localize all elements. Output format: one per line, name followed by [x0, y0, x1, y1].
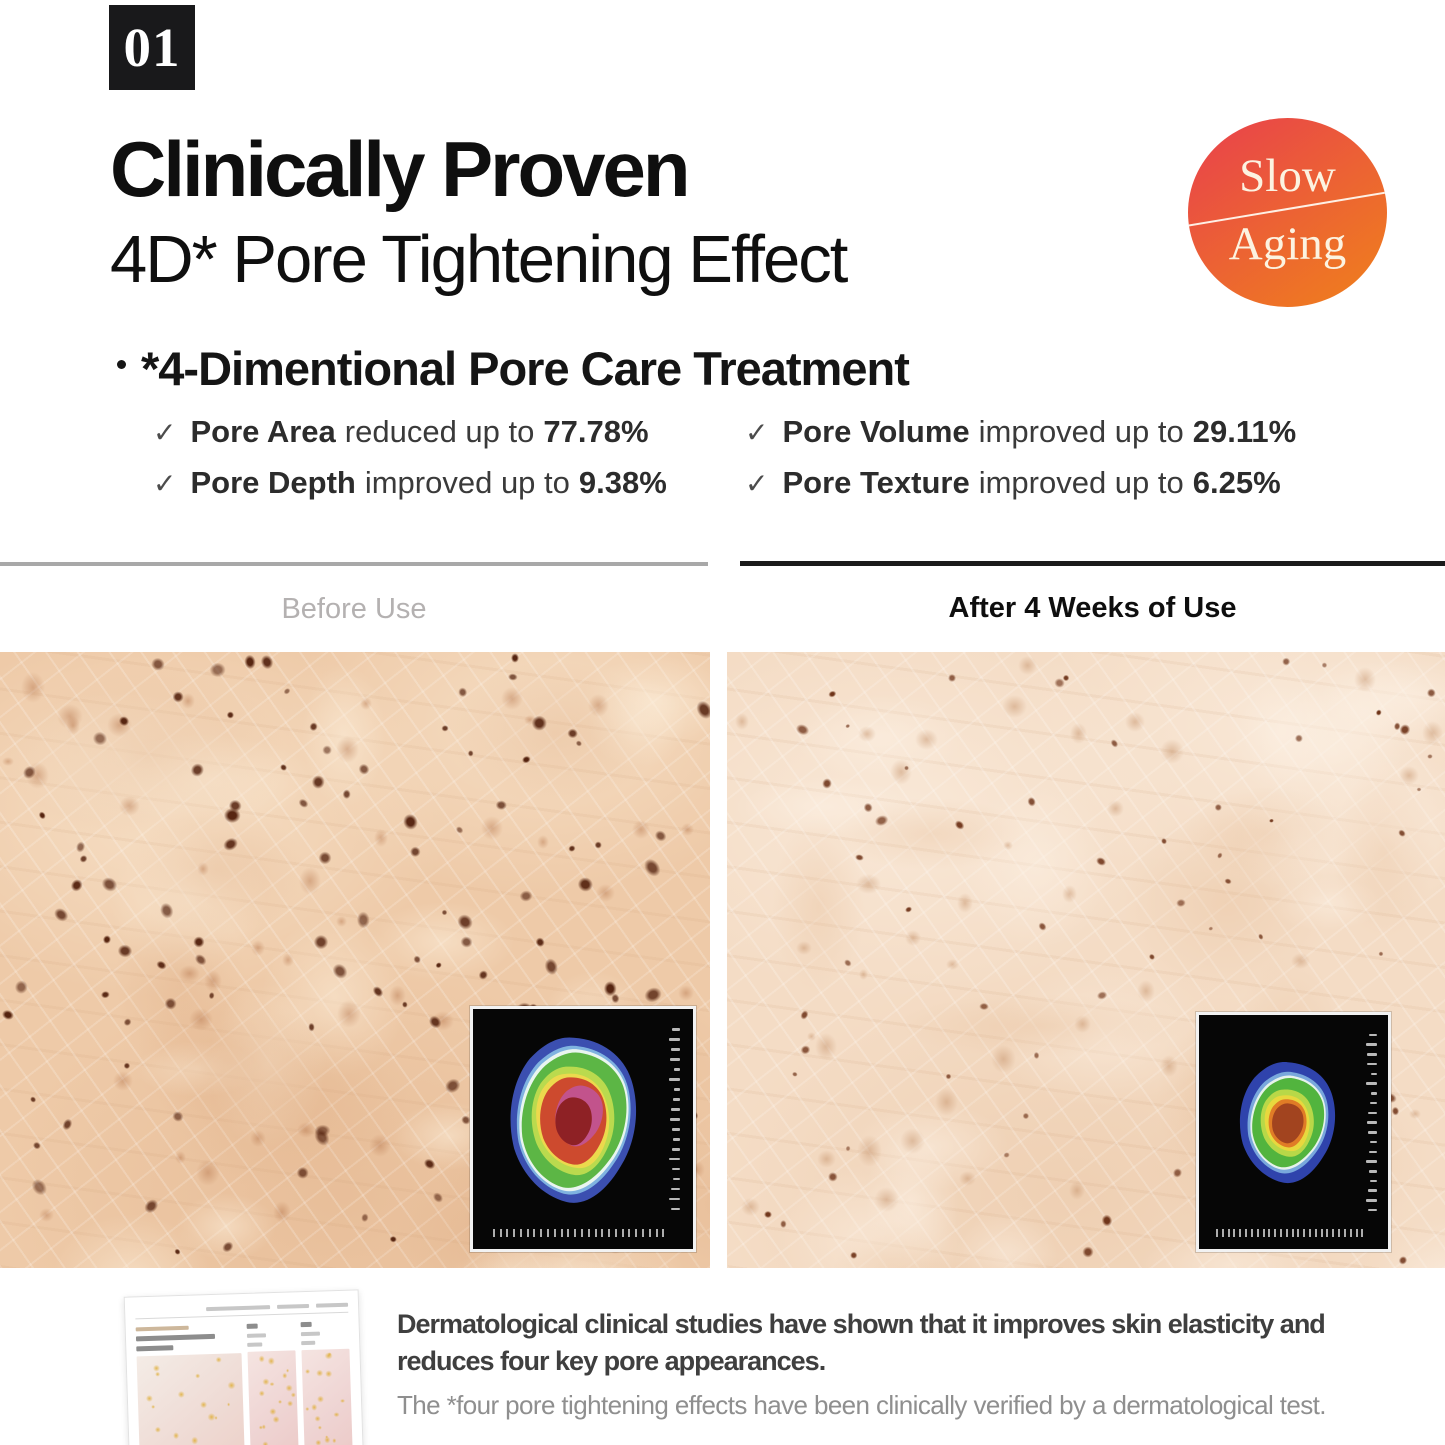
before-label: Before Use [281, 593, 427, 625]
stat-pore-depth: ✓ Pore Depth improved up to 9.38% [153, 465, 745, 501]
stat-value: 6.25% [1192, 465, 1281, 500]
specimen-photo [247, 1350, 300, 1445]
report-text-line [247, 1342, 262, 1347]
heatmap-inset-before [470, 1006, 696, 1252]
footnote-bold-line2: reduces four key pore appearances. [397, 1346, 826, 1376]
report-header-text [316, 1302, 349, 1308]
check-icon: ✓ [153, 468, 177, 499]
section-heading: *4-Dimentional Pore Care Treatment [141, 342, 910, 395]
report-text-line [300, 1321, 312, 1328]
footnote-bold: Dermatological clinical studies have sho… [397, 1306, 1442, 1380]
specimen-photo [301, 1348, 354, 1445]
stat-value: 29.11% [1192, 414, 1297, 449]
stat-pore-volume: ✓ Pore Volume improved up to 29.11% [745, 414, 1296, 450]
slow-aging-badge: Slow Aging [1188, 118, 1387, 307]
stat-middle: improved up to [978, 465, 1184, 500]
pore-depth-heatmap-after [1239, 1062, 1336, 1184]
report-column [300, 1321, 354, 1445]
report-text-line [301, 1340, 316, 1346]
stat-label: Pore Texture [782, 465, 970, 500]
stat-pore-area: ✓ Pore Area reduced up to 77.78% [153, 414, 745, 450]
report-header-text [277, 1303, 310, 1309]
footnote-bold-line1: Dermatological clinical studies have sho… [397, 1309, 1326, 1339]
after-label: After 4 Weeks of Use [948, 592, 1237, 624]
report-text-line [301, 1331, 321, 1337]
after-photo-pores [727, 652, 1445, 1268]
report-column [135, 1324, 246, 1445]
slow-aging-line1: Slow [1239, 150, 1336, 202]
report-text-line [246, 1323, 258, 1329]
clinical-report-thumbnail [123, 1289, 366, 1445]
main-title: Clinically Proven [110, 125, 691, 213]
report-column [246, 1322, 300, 1445]
report-header-text [206, 1305, 271, 1312]
stat-label: Pore Area [190, 414, 336, 449]
report-text-line [247, 1333, 267, 1338]
bullet-icon [117, 360, 126, 369]
stat-middle: reduced up to [344, 414, 535, 449]
after-divider-line [740, 561, 1445, 566]
report-text-line [135, 1333, 216, 1342]
footnote-light: The *four pore tightening effects have b… [397, 1390, 1327, 1420]
stat-value: 77.78% [543, 414, 649, 449]
before-divider-line [0, 562, 708, 566]
report-columns [135, 1321, 354, 1445]
specimen-photo [136, 1353, 246, 1445]
report-text-line [135, 1325, 189, 1332]
stats-grid: ✓ Pore Area reduced up to 77.78% ✓ Pore … [153, 414, 1296, 501]
report-rule [135, 1311, 349, 1320]
check-icon: ✓ [745, 468, 769, 499]
stat-label: Pore Depth [190, 465, 356, 500]
stat-middle: improved up to [364, 465, 570, 500]
check-icon: ✓ [153, 417, 177, 448]
stat-value: 9.38% [578, 465, 667, 500]
heatmap-inset-after [1196, 1012, 1391, 1252]
slow-aging-line2: Aging [1228, 218, 1347, 270]
stat-pore-texture: ✓ Pore Texture improved up to 6.25% [745, 465, 1296, 501]
subtitle: 4D* Pore Tightening Effect [110, 222, 848, 297]
check-icon: ✓ [745, 417, 769, 448]
stat-middle: improved up to [978, 414, 1184, 449]
stat-label: Pore Volume [782, 414, 970, 449]
number-badge: 01 [109, 5, 195, 90]
report-text-line [136, 1345, 174, 1352]
pore-depth-heatmap-before [510, 1037, 637, 1203]
